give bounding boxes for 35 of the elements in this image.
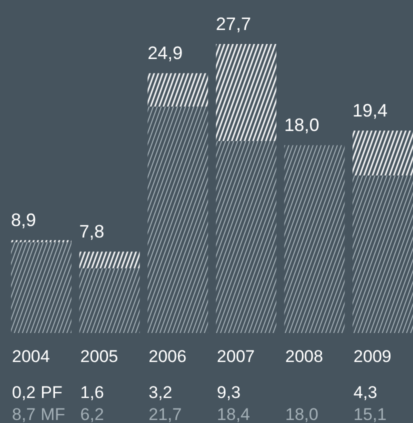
x-tick-label: 2008 [285, 347, 324, 366]
bar [148, 106, 208, 333]
total-label: 27,7 [216, 14, 251, 34]
data-label: 0,2 [12, 383, 36, 402]
bar [79, 252, 140, 268]
bar [284, 145, 345, 333]
x-tick-label: 2007 [216, 347, 255, 366]
x-tick-label: 2009 [354, 347, 392, 366]
data-label: 9,3 [216, 383, 241, 402]
data-label: 15,1 [354, 405, 387, 423]
total-label: 8,9 [11, 210, 36, 230]
x-tick-label: 2006 [148, 347, 186, 366]
data-label: 8,7 [12, 405, 36, 423]
data-label: 6,2 [80, 405, 104, 423]
bar [216, 44, 276, 142]
data-label: 3,2 [148, 383, 172, 402]
text: PF [40, 383, 62, 402]
total-label: 19,4 [352, 100, 388, 121]
total-label: 24,9 [148, 43, 183, 64]
bar [148, 73, 208, 107]
data-label: 18,4 [216, 405, 250, 423]
x-tick-label: 2004 [12, 347, 50, 366]
total-label: 7,8 [79, 222, 104, 242]
data-label: 4,3 [354, 383, 378, 402]
data-label: 21,7 [148, 405, 182, 423]
total-label: 18,0 [284, 115, 320, 136]
data-label: 18,0 [285, 405, 318, 423]
bar [79, 268, 140, 333]
bar [216, 141, 276, 333]
text: MF [40, 405, 66, 423]
x-tick-label: 2005 [80, 347, 118, 366]
data-label: 1,6 [80, 383, 104, 402]
bar [352, 175, 413, 333]
bar [352, 130, 413, 176]
bar [11, 242, 72, 333]
